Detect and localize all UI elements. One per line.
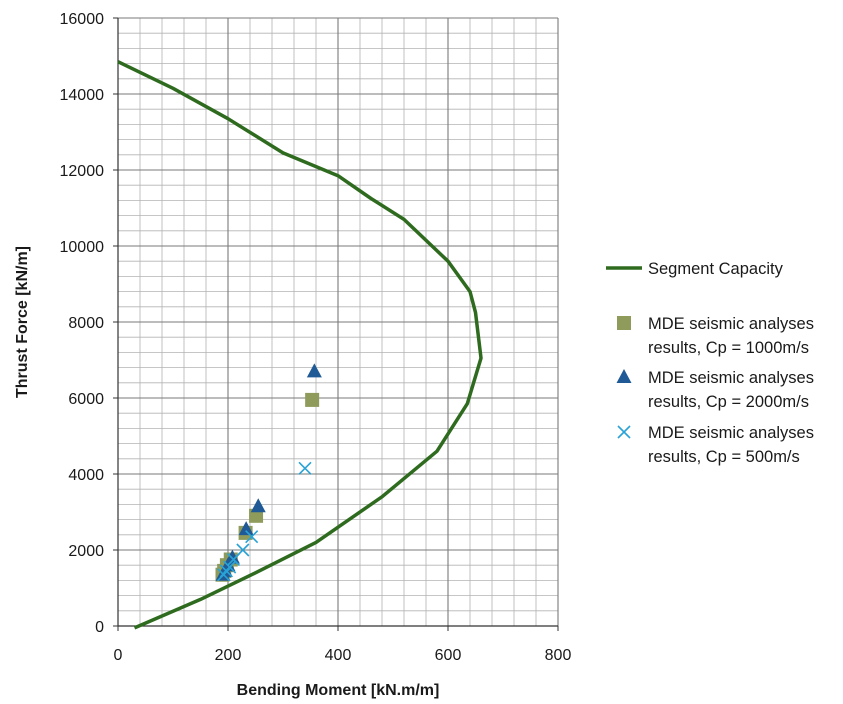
y-tick-label: 8000 [68,315,104,332]
x-tick-label: 400 [325,647,352,664]
x-axis-title: Bending Moment [kN.m/m] [237,682,440,699]
y-tick-label: 6000 [68,391,104,408]
y-tick-label: 4000 [68,467,104,484]
legend-label: MDE seismic analyses [648,369,814,387]
legend-label: MDE seismic analyses [648,424,814,442]
y-tick-label: 0 [95,619,104,636]
segment-capacity-line [117,60,483,630]
y-tick-label: 12000 [60,163,105,180]
data-point-x [226,552,241,567]
y-axis-title: Thrust Force [kN/m] [14,246,31,398]
data-point-triangle [306,363,322,378]
x-tick-label: 200 [215,647,242,664]
legend-label: MDE seismic analyses [648,315,814,333]
legend-label: results, Cp = 1000m/s [648,339,809,357]
legend-label: results, Cp = 500m/s [648,448,800,466]
data-point-x [245,530,259,544]
y-tick-label: 16000 [60,11,105,28]
legend-marker-triangle [616,369,632,383]
legend-marker-square [617,316,631,330]
data-point-triangle [238,521,254,536]
data-point-square [305,392,320,407]
y-tick-label: 10000 [60,239,105,256]
x-tick-label: 600 [435,647,462,664]
x-tick-label: 800 [545,647,572,664]
y-tick-label: 14000 [60,87,105,104]
data-point-x [298,461,312,475]
data-point-triangle [250,498,266,513]
legend-label: Segment Capacity [648,260,784,278]
legend-marker-x [617,425,631,439]
x-tick-label: 0 [114,647,123,664]
legend-label: results, Cp = 2000m/s [648,393,809,411]
y-tick-label: 2000 [68,543,104,560]
data-point-x [217,568,231,582]
